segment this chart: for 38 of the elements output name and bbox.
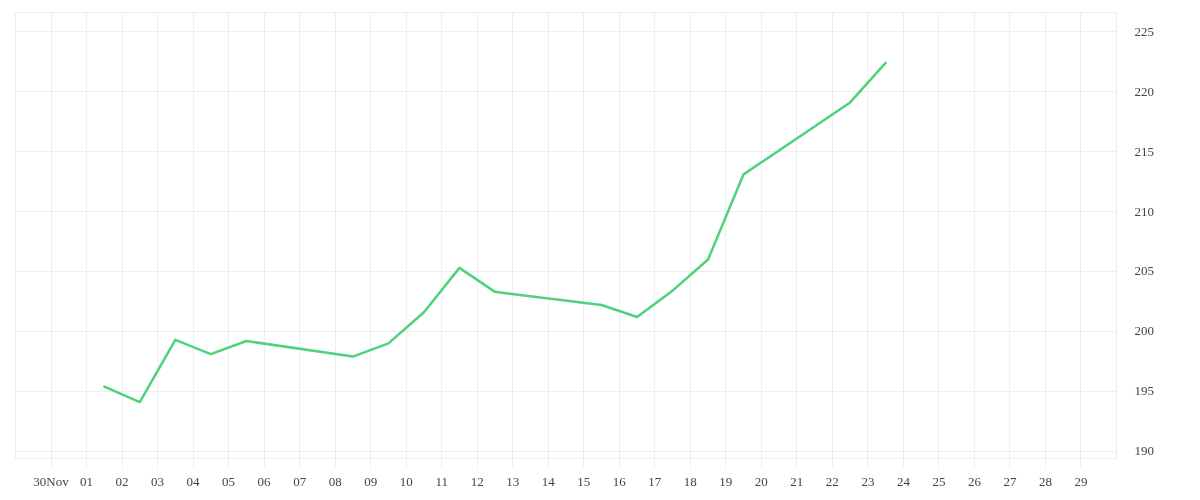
x-tick-label: 23	[861, 473, 875, 489]
x-tick-label: 16	[612, 473, 627, 489]
x-tick-label: 25	[932, 473, 946, 489]
x-tick-label: 08	[328, 473, 342, 489]
x-tick-label: 11	[435, 473, 448, 489]
x-tick-label: 19	[719, 473, 733, 489]
y-tick-label: 225	[1134, 23, 1154, 39]
x-tick-label: 01	[80, 473, 94, 489]
x-tick-label: 09	[364, 473, 378, 489]
x-tick-label: 24	[896, 473, 911, 489]
x-tick-label: 22	[825, 473, 839, 489]
x-tick-label: 18	[683, 473, 697, 489]
x-tick-label: 17	[648, 473, 662, 489]
y-tick-label: 220	[1134, 83, 1154, 99]
x-tick-label: 05	[222, 473, 236, 489]
y-tick-label: 200	[1134, 323, 1154, 339]
y-tick-label: 205	[1134, 263, 1154, 279]
x-tick-label: 30Nov	[33, 473, 70, 489]
x-tick-label: 03	[151, 473, 165, 489]
x-tick-label: 07	[293, 473, 307, 489]
y-tick-label: 190	[1134, 443, 1154, 459]
x-tick-label: 20	[754, 473, 768, 489]
x-tick-label: 28	[1038, 473, 1052, 489]
x-tick-label: 27	[1003, 473, 1017, 489]
y-tick-label: 215	[1134, 143, 1154, 159]
x-tick-label: 06	[257, 473, 272, 489]
x-tick-label: 26	[967, 473, 982, 489]
x-tick-label: 12	[470, 473, 484, 489]
x-tick-label: 10	[399, 473, 413, 489]
x-tick-label: 14	[541, 473, 556, 489]
x-tick-label: 13	[506, 473, 520, 489]
y-tick-label: 210	[1134, 203, 1154, 219]
x-tick-label: 15	[577, 473, 591, 489]
y-tick-label: 195	[1134, 383, 1154, 399]
x-tick-label: 02	[115, 473, 129, 489]
x-tick-label: 29	[1074, 473, 1088, 489]
x-tick-label: 21	[790, 473, 804, 489]
x-tick-label: 04	[186, 473, 201, 489]
